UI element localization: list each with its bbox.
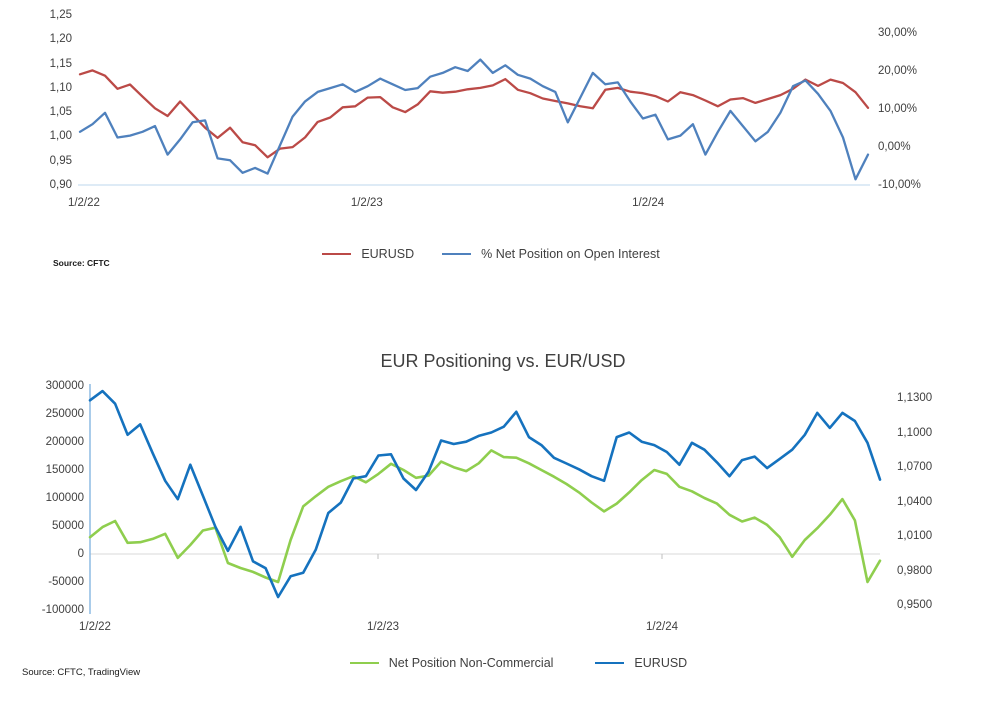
blue-line-swatch	[595, 661, 625, 665]
y-axis-label-left: 50000	[52, 520, 84, 532]
y-axis-label-right: 1,0100	[897, 530, 933, 542]
x-axis-label: 1/2/24	[632, 197, 665, 209]
y-axis-label-left: 1,00	[49, 130, 72, 143]
series-line--net-position-on-open-interest	[78, 58, 870, 181]
legend-label-eurusd-bottom: EURUSD	[634, 656, 688, 670]
x-axis-label: 1/2/22	[78, 621, 111, 633]
y-axis-label-left: 0,95	[49, 154, 72, 167]
x-axis-label: 1/2/24	[646, 621, 679, 633]
legend-label-net-position: Net Position Non-Commercial	[388, 656, 554, 670]
blue-line-swatch	[442, 252, 472, 256]
y-axis-label-right: 0,9500	[897, 599, 933, 611]
legend-item-net-position-pct: % Net Position on Open Interest	[442, 247, 660, 261]
bottom-chart-source-note: Source: CFTC, TradingView	[22, 667, 141, 678]
y-axis-label-left: 1,10	[49, 81, 72, 94]
y-axis-label-left: 1,25	[49, 9, 72, 21]
bottom-chart-legend: Net Position Non-Commercial EURUSD	[55, 656, 982, 670]
bottom-chart-title: EUR Positioning vs. EUR/USD	[380, 351, 626, 371]
y-axis-label-left: 0	[77, 548, 84, 560]
y-axis-label-left: 200000	[45, 436, 84, 448]
red-line-swatch	[322, 252, 352, 256]
y-axis-label-left: 150000	[45, 464, 84, 476]
y-axis-label-left: -100000	[41, 604, 84, 616]
y-axis-label-left: -50000	[48, 576, 84, 588]
y-axis-label-right: 0,00%	[878, 141, 911, 153]
y-axis-label-right: 0,9800	[897, 564, 933, 577]
y-axis-label-right: 1,0400	[897, 495, 933, 508]
legend-label-eurusd: EURUSD	[361, 247, 415, 261]
y-axis-label-left: 250000	[45, 408, 84, 420]
legend-item-eurusd-bottom: EURUSD	[595, 656, 687, 670]
y-axis-label-left: 0,90	[49, 179, 72, 191]
legend-item-eurusd: EURUSD	[322, 247, 414, 261]
green-line-swatch	[349, 661, 379, 665]
legend-item-net-position: Net Position Non-Commercial	[349, 656, 554, 670]
y-axis-label-right: 1,0700	[897, 461, 933, 473]
x-axis-label: 1/2/22	[67, 197, 100, 209]
y-axis-label-left: 1,05	[49, 106, 72, 119]
y-axis-label-right: 20,00%	[878, 65, 918, 77]
series-line-net-position-non-commercial	[88, 449, 882, 584]
legend-label-net-position-pct: % Net Position on Open Interest	[481, 247, 660, 261]
y-axis-label-right: 1,1300	[897, 392, 933, 404]
x-axis-label: 1/2/23	[350, 197, 383, 209]
y-axis-label-right: 10,00%	[878, 103, 918, 115]
series-line-eurusd	[78, 69, 870, 159]
top-chart-legend: EURUSD % Net Position on Open Interest	[0, 247, 982, 261]
y-axis-label-left: 100000	[45, 492, 84, 504]
x-axis-label: 1/2/23	[367, 621, 399, 633]
y-axis-label-left: 1,20	[49, 33, 72, 46]
top-chart-source-note: Source: CFTC	[53, 258, 110, 268]
series-line-eurusd	[88, 389, 882, 599]
y-axis-label-right: 1,1000	[897, 426, 933, 439]
y-axis-label-right: 30,00%	[878, 27, 918, 39]
y-axis-label-right: -10,00%	[878, 179, 921, 191]
y-axis-label-left: 300000	[45, 380, 84, 392]
y-axis-label-left: 1,15	[49, 57, 72, 70]
